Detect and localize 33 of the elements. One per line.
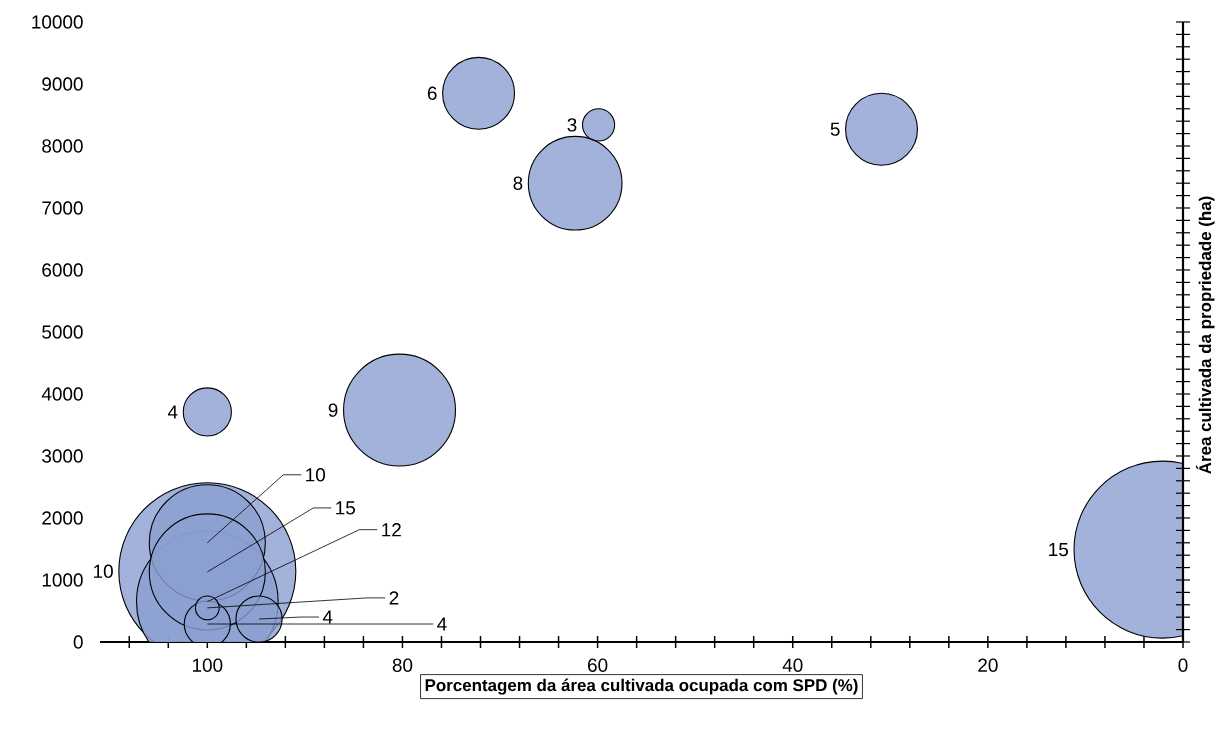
- annotation: 4: [167, 405, 178, 419]
- annotation: 2: [389, 591, 399, 605]
- y-tick-label: 1000: [42, 573, 83, 587]
- annotation: 10: [306, 468, 326, 482]
- y-tick-label: 2000: [42, 511, 83, 525]
- x-axis-title: Porcentagem da área cultivada ocupada com SPD (%): [425, 678, 858, 695]
- y-tick-label: 5000: [42, 325, 83, 339]
- x-tick-label: 0: [1178, 658, 1188, 672]
- annotation: 10: [94, 564, 113, 579]
- x-tick-label: 60: [588, 658, 608, 672]
- y-tick-label: 7000: [42, 201, 83, 215]
- annotation: 8: [513, 176, 523, 190]
- y-tick-label: 4000: [41, 387, 83, 401]
- y-tick-label: 0: [73, 635, 83, 649]
- annotation: 15: [336, 501, 355, 515]
- annotation: 12: [382, 523, 401, 537]
- y-tick-label: 9000: [42, 77, 83, 91]
- x-tick-label: 40: [782, 658, 803, 672]
- annotation: 4: [322, 610, 333, 624]
- annotation: 3: [567, 118, 577, 132]
- y-tick-label: 10000: [32, 15, 83, 29]
- annotation: 4: [437, 617, 447, 631]
- y-axis-title: Área cultivada da propriedade (ha): [1195, 196, 1215, 474]
- annotation: 9: [328, 403, 338, 417]
- y-tick-label: 8000: [42, 139, 83, 153]
- x-tick-label: 80: [392, 658, 413, 672]
- annotation: 15: [1049, 543, 1069, 557]
- y-tick-label: 6000: [42, 263, 83, 277]
- annotation: 6: [427, 86, 437, 100]
- x-tick-label: 100: [192, 658, 223, 672]
- annotation: 5: [830, 122, 840, 136]
- x-tick-label: 20: [978, 658, 998, 672]
- y-tick-label: 3000: [42, 449, 83, 463]
